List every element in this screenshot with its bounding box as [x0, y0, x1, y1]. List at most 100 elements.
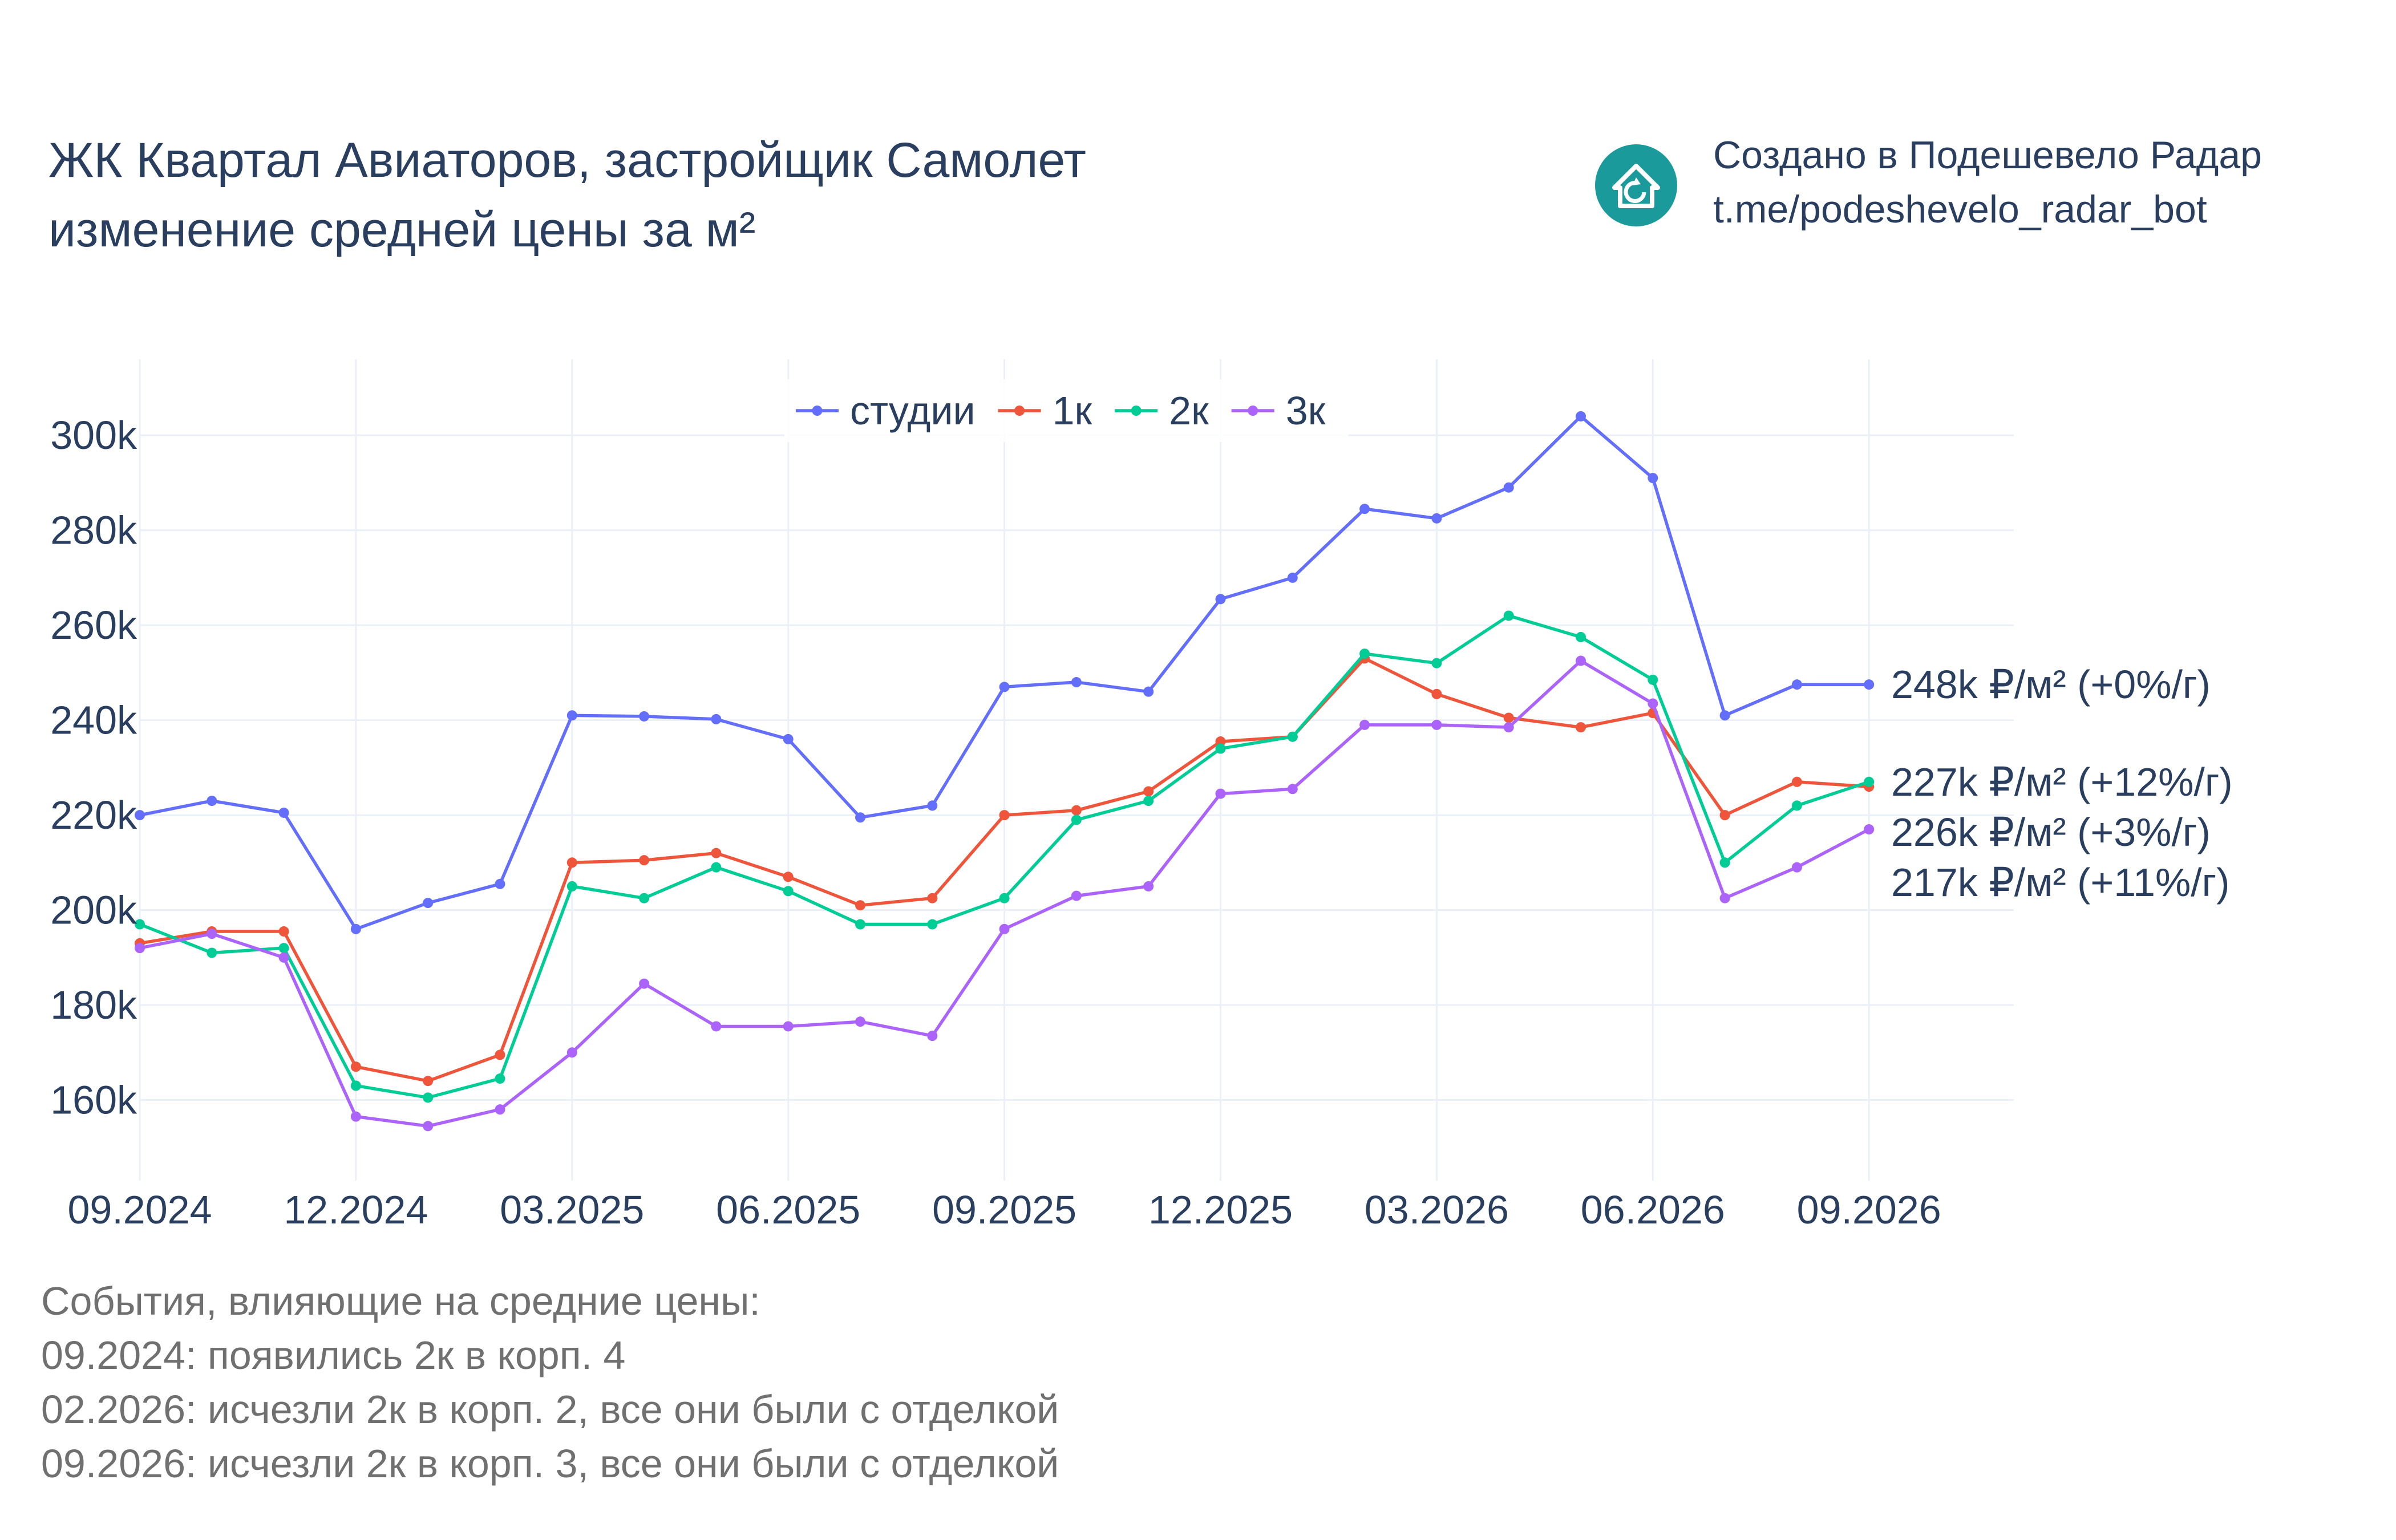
- data-point: [1359, 649, 1370, 659]
- data-point: [1503, 712, 1514, 723]
- data-point: [711, 848, 722, 858]
- data-point: [1071, 814, 1082, 825]
- data-point: [999, 923, 1010, 934]
- legend-item-студии: студии: [796, 388, 976, 433]
- data-point: [566, 881, 577, 891]
- data-point: [1719, 893, 1730, 903]
- x-tick-label: 09.2026: [1797, 1188, 1941, 1232]
- data-point: [1648, 674, 1658, 685]
- data-point: [1576, 722, 1586, 733]
- data-point: [566, 1047, 577, 1058]
- y-tick-label: 300k: [50, 413, 137, 457]
- data-point: [207, 947, 217, 958]
- data-point: [639, 711, 650, 722]
- data-point: [711, 714, 722, 724]
- legend-label: 3к: [1286, 388, 1326, 433]
- events-block: События, влияющие на средние цены: 09.20…: [41, 1279, 1059, 1486]
- data-point: [350, 923, 361, 934]
- series-3к: [135, 655, 1875, 1132]
- data-point: [350, 1111, 361, 1122]
- legend: студии 1к 2к 3к: [784, 379, 1349, 442]
- data-point: [1576, 655, 1586, 666]
- data-point: [999, 893, 1010, 903]
- data-point: [927, 1031, 938, 1041]
- data-point: [999, 682, 1010, 692]
- legend-label: 2к: [1169, 388, 1209, 433]
- data-point: [495, 1073, 505, 1084]
- data-point: [278, 926, 289, 937]
- x-tick-label: 09.2024: [67, 1188, 212, 1232]
- y-tick-label: 200k: [50, 888, 137, 933]
- data-point: [1864, 776, 1875, 787]
- event-item: 02.2026: исчезли 2к в корп. 2, все они б…: [41, 1387, 1059, 1432]
- credit-link[interactable]: Создано в Подешевело Радар t.me/podeshev…: [1713, 133, 2262, 231]
- end-label-1к: 226k ₽/м² (+3%/г): [1891, 810, 2211, 854]
- data-point: [1576, 631, 1586, 642]
- data-point: [1503, 610, 1514, 621]
- data-point: [1359, 719, 1370, 730]
- data-point: [1648, 473, 1658, 484]
- data-point: [278, 807, 289, 818]
- data-point: [855, 812, 865, 823]
- data-point: [1287, 572, 1298, 583]
- x-tick-label: 06.2025: [716, 1188, 860, 1232]
- x-tick-label: 03.2025: [500, 1188, 644, 1232]
- data-point: [855, 1016, 865, 1027]
- data-point: [566, 710, 577, 721]
- y-tick-label: 240k: [50, 698, 137, 743]
- data-point: [1215, 788, 1226, 799]
- data-point: [1431, 658, 1442, 668]
- data-point: [711, 1021, 722, 1032]
- event-item: 09.2026: исчезли 2к в корп. 3, все они б…: [41, 1441, 1059, 1486]
- data-point: [1359, 504, 1370, 514]
- data-point: [1143, 881, 1154, 891]
- data-point: [495, 1049, 505, 1060]
- end-label-студии: 248k ₽/м² (+0%/г): [1891, 662, 2211, 707]
- data-point: [135, 943, 145, 954]
- legend-swatch-marker: [1131, 406, 1142, 416]
- data-point: [1143, 686, 1154, 697]
- data-point: [927, 800, 938, 811]
- data-point: [278, 943, 289, 954]
- y-tick-label: 220k: [50, 793, 137, 837]
- y-tick-label: 160k: [50, 1077, 137, 1122]
- data-point: [423, 1121, 434, 1132]
- data-point: [711, 862, 722, 873]
- data-point: [1431, 513, 1442, 524]
- end-labels: 248k ₽/м² (+0%/г) 227k ₽/м² (+12%/г) 226k …: [1891, 662, 2233, 905]
- chart-title-line2: изменение средней цены за м²: [48, 202, 755, 257]
- grid: [139, 359, 2014, 1181]
- data-point: [999, 810, 1010, 821]
- data-point: [207, 796, 217, 807]
- data-point: [1071, 890, 1082, 901]
- credit-line1: Создано в Подешевело Радар: [1713, 133, 2262, 177]
- x-tick-label: 12.2025: [1148, 1188, 1293, 1232]
- data-point: [207, 929, 217, 939]
- data-point: [135, 810, 145, 821]
- data-point: [1648, 698, 1658, 709]
- x-tick-label: 03.2026: [1365, 1188, 1509, 1232]
- y-tick-label: 180k: [50, 983, 137, 1027]
- data-point: [1215, 594, 1226, 605]
- series-студии: [135, 411, 1875, 934]
- legend-label: студии: [850, 388, 976, 433]
- data-point: [1791, 862, 1802, 873]
- data-point: [1071, 805, 1082, 816]
- legend-swatch-marker: [1248, 406, 1258, 416]
- data-point: [1143, 786, 1154, 797]
- data-point: [855, 900, 865, 911]
- house-refresh-icon: [1595, 144, 1677, 226]
- x-tick-label: 09.2025: [932, 1188, 1076, 1232]
- x-tick-label: 12.2024: [284, 1188, 428, 1232]
- series-2к: [135, 610, 1875, 1103]
- data-point: [927, 919, 938, 930]
- data-point: [783, 1021, 794, 1032]
- data-point: [423, 1092, 434, 1103]
- data-point: [1791, 776, 1802, 787]
- chart-title-line1: ЖК Квартал Авиаторов, застройщик Самолет: [48, 133, 1086, 188]
- data-point: [639, 893, 650, 903]
- x-tick-label: 06.2026: [1581, 1188, 1725, 1232]
- y-tick-label: 260k: [50, 603, 137, 647]
- data-point: [639, 855, 650, 866]
- data-point: [1503, 482, 1514, 493]
